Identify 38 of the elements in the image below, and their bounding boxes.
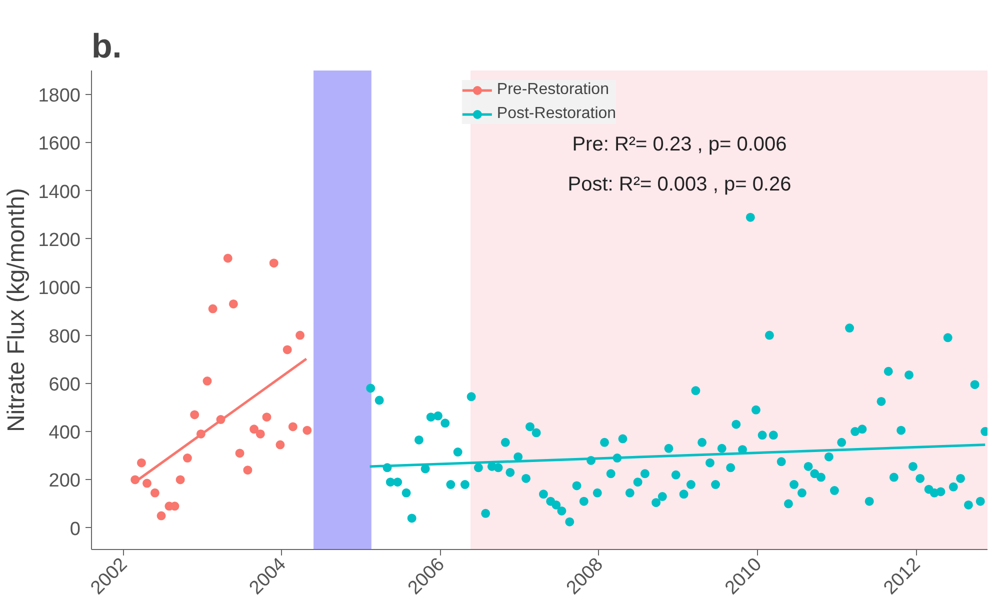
legend-label: Pre-Restoration (496, 81, 609, 99)
annotation: Pre: R²= 0.23 , p= 0.006 (572, 134, 787, 156)
point (288, 422, 298, 432)
y-tick-label: 400 (48, 422, 80, 444)
point (156, 511, 166, 520)
y-tick-label: 1200 (38, 230, 81, 251)
point (296, 330, 305, 340)
point (269, 258, 278, 268)
point (243, 466, 252, 475)
y-tick-label: 600 (48, 374, 80, 396)
point (182, 454, 192, 463)
point (136, 458, 146, 468)
y-tick-label: 800 (48, 326, 80, 348)
point (202, 376, 212, 386)
point (223, 254, 232, 263)
point (235, 448, 244, 458)
chart-title: b. (92, 28, 122, 66)
point (250, 424, 259, 434)
y-tick-label: 200 (48, 470, 80, 492)
point (256, 429, 265, 438)
point (276, 440, 285, 450)
legend-label: Post-Restoration (496, 105, 616, 123)
y-axis-title: Nitrate Flux (kg/month) (3, 188, 30, 432)
y-tick-label: 0 (70, 518, 81, 540)
point (208, 304, 218, 314)
point (302, 426, 312, 435)
y-tick-label: 1600 (38, 134, 81, 155)
annotation: Post: R²= 0.003 , p= 0.26 (568, 174, 792, 196)
point (262, 412, 272, 422)
point (228, 299, 238, 308)
y-tick-label: 1800 (38, 86, 81, 107)
y-tick-label: 1400 (38, 182, 81, 203)
y-tick-label: 1000 (38, 278, 81, 300)
point (190, 410, 200, 420)
point (142, 478, 152, 488)
point (150, 488, 160, 498)
point (282, 345, 292, 354)
point (176, 475, 185, 484)
